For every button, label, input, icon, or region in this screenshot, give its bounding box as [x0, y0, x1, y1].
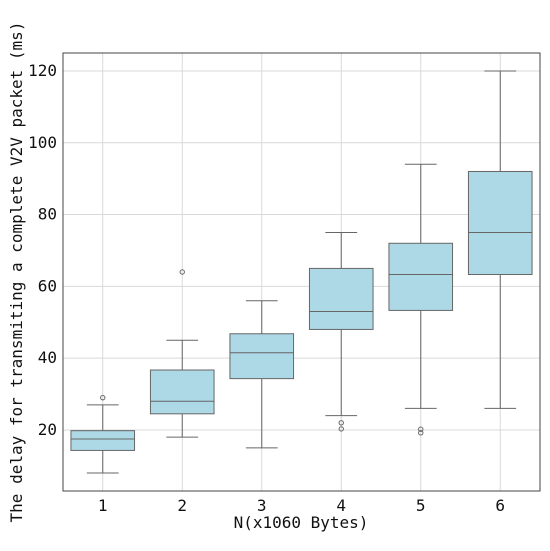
y-tick-label: 120: [28, 61, 57, 80]
iqr-box: [467, 170, 533, 276]
x-tick-label: 3: [257, 496, 267, 515]
box-4: [308, 232, 374, 432]
iqr-box: [308, 267, 374, 330]
x-axis-label: N(x1060 Bytes): [234, 513, 369, 532]
plot-frame: [62, 52, 541, 492]
x-tick-label: 4: [336, 496, 346, 515]
outlier-point: [418, 426, 424, 432]
tick-labels: 20 40 60 80 100 120 1 2 3 4 5 6: [28, 61, 505, 515]
x-tick-label: 1: [98, 496, 108, 515]
x-tick-label: 5: [416, 496, 426, 515]
box-3: [229, 300, 295, 449]
y-axis-label: The delay for transmiting a complete V2V…: [7, 22, 26, 523]
iqr-box: [70, 430, 136, 451]
outlier-point: [100, 394, 106, 401]
outlier-point: [418, 430, 424, 436]
box-1: [70, 394, 136, 474]
iqr-box: [229, 333, 295, 380]
outlier-point: [338, 426, 344, 432]
y-tick-label: 60: [38, 276, 57, 295]
iqr-box: [149, 369, 215, 415]
y-tick-label: 80: [38, 205, 57, 224]
box-6: [467, 70, 533, 409]
box-5: [388, 163, 454, 436]
outlier-point: [179, 269, 185, 275]
x-tick-label: 6: [495, 496, 505, 515]
y-tick-label: 100: [28, 133, 57, 152]
y-tick-label: 40: [38, 348, 57, 367]
box-2: [149, 269, 215, 438]
y-tick-label: 20: [38, 420, 57, 439]
x-tick-label: 2: [177, 496, 187, 515]
iqr-box: [388, 242, 454, 311]
outlier-point: [338, 420, 344, 426]
boxes-layer: [70, 70, 533, 474]
